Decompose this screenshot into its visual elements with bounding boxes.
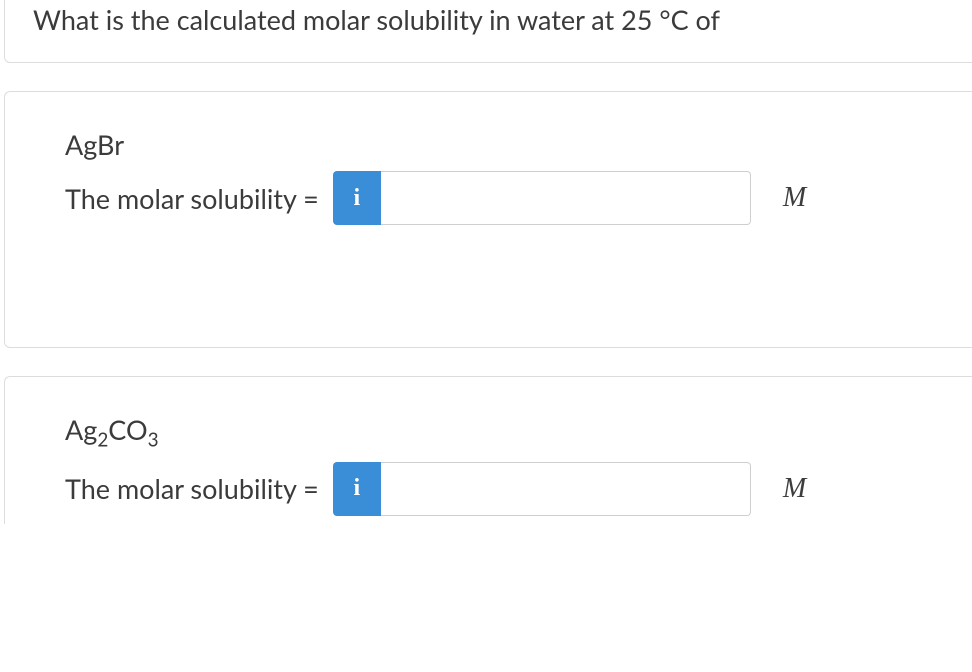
answer-card-agbr: AgBr The molar solubility = i M (4, 91, 972, 348)
info-icon[interactable]: i (333, 462, 381, 516)
compound-name: Ag2CO3 (65, 413, 946, 451)
question-card: What is the calculated molar solubility … (4, 0, 972, 63)
info-icon[interactable]: i (333, 171, 381, 225)
solubility-input[interactable] (381, 462, 751, 516)
solubility-input[interactable] (381, 171, 751, 225)
solubility-label: The molar solubility = (65, 182, 319, 215)
unit-label: M (783, 473, 806, 505)
solubility-label: The molar solubility = (65, 472, 319, 505)
compound-name: AgBr (65, 128, 946, 161)
answer-card-ag2co3: Ag2CO3 The molar solubility = i M (4, 376, 972, 523)
unit-label: M (783, 182, 806, 214)
question-prompt: What is the calculated molar solubility … (33, 2, 948, 38)
